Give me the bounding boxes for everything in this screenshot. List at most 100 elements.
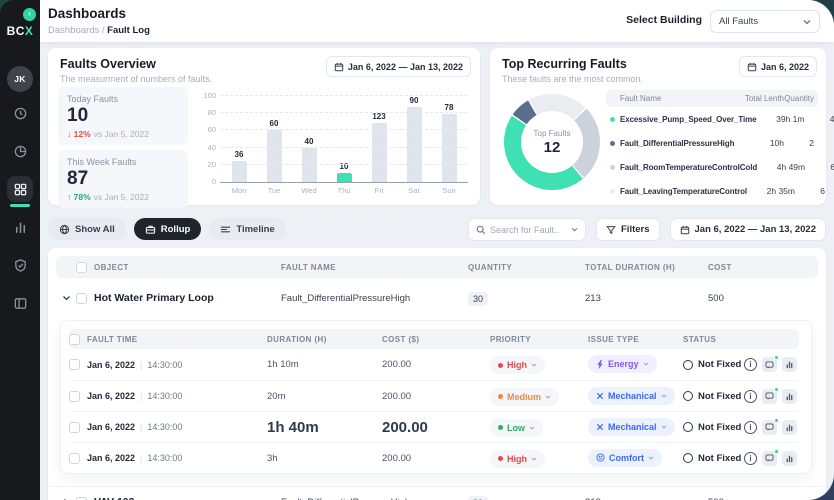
series-dot — [610, 140, 615, 146]
stat-cards: Today Faults 10 12% vs Jan 5, 2022 This … — [58, 87, 188, 208]
cost: 200.00 — [382, 452, 412, 464]
top-bar: Dashboards Dashboards / Fault Log Select… — [40, 0, 834, 42]
row-checkbox[interactable] — [69, 452, 80, 464]
building-select[interactable]: All Faults — [710, 10, 820, 33]
bar-column-Thu: 10 Thu — [331, 96, 357, 195]
recurring-row: Fault_DifferentialPressureHigh 10h 2 — [606, 131, 818, 155]
issue-type-dropdown[interactable]: Mechanical — [588, 418, 675, 436]
detail-row-3[interactable]: Jan 6, 2022 | 14:30:00 3h 200.00 High Comfort N… — [69, 442, 799, 473]
fault-row-hot-water-primary-loop[interactable]: Hot Water Primary Loop Fault_Differentia… — [56, 278, 818, 318]
info-icon[interactable]: i — [744, 389, 757, 403]
notification-dot — [774, 448, 779, 454]
series-dot — [610, 188, 615, 194]
status-radio[interactable] — [683, 391, 693, 401]
priority-dropdown[interactable]: Low — [490, 418, 543, 437]
status-cell: Not Fixed i — [683, 448, 799, 466]
detail-row-0[interactable]: Jan 6, 2022 | 14:30:00 1h 10m 200.00 High Ener… — [69, 349, 799, 380]
x-axis-label: Thu — [337, 186, 351, 195]
donut-center: Top Faults 12 — [521, 111, 583, 173]
top-faults-donut-chart: Top Faults 12 — [504, 94, 600, 190]
sliders-icon — [220, 224, 231, 235]
status-label: Not Fixed — [698, 421, 742, 433]
comment-icon[interactable] — [762, 386, 779, 404]
avatar[interactable]: JK — [7, 66, 33, 92]
sidebar-item-history[interactable] — [7, 100, 33, 126]
status-radio[interactable] — [683, 453, 693, 463]
filters-button[interactable]: Filters — [596, 218, 660, 241]
view-rollup[interactable]: Rollup — [133, 218, 202, 240]
gridline — [220, 112, 468, 114]
row-checkbox[interactable] — [76, 292, 87, 304]
series-dot — [610, 116, 615, 122]
priority-dropdown[interactable]: Medium — [490, 387, 560, 406]
y-axis-tick: 0 — [211, 177, 216, 186]
x-axis-label: Tue — [267, 186, 281, 195]
sidebar-item-security[interactable] — [7, 252, 33, 278]
comment-icon[interactable] — [762, 355, 779, 372]
info-icon[interactable]: i — [744, 451, 757, 465]
row-checkbox[interactable] — [69, 359, 80, 370]
tools-icon — [596, 423, 604, 431]
fault-row-vav-103[interactable]: VAV-103 Fault_DifferentialPressureHigh 3… — [56, 487, 818, 500]
sidebar-item-reports[interactable] — [7, 138, 33, 164]
chevron-down-icon[interactable] — [571, 227, 578, 232]
status-radio[interactable] — [683, 422, 693, 432]
view-timeline[interactable]: Timeline — [209, 218, 286, 240]
issue-type-dropdown[interactable]: Comfort — [588, 448, 662, 467]
search-input[interactable] — [490, 224, 560, 235]
sidebar-item-layout[interactable] — [7, 290, 33, 316]
select-all-checkbox[interactable] — [76, 261, 87, 273]
row-checkbox[interactable] — [69, 390, 80, 402]
chart-icon[interactable] — [782, 450, 797, 466]
faults-overview-panel: Faults Overview The measurment of number… — [48, 48, 480, 208]
info-icon[interactable]: i — [744, 420, 757, 434]
row-checkbox[interactable] — [69, 421, 80, 433]
x-axis-label: Sat — [408, 186, 420, 195]
gridline — [220, 146, 468, 148]
pie-chart-icon — [13, 144, 28, 159]
fault-time: Jan 6, 2022 | 14:30:00 — [87, 453, 183, 463]
detail-select-all-checkbox[interactable] — [69, 333, 80, 345]
table-date-range-picker[interactable]: Jan 6, 2022 — Jan 13, 2022 — [669, 218, 826, 241]
sidebar-collapse-button[interactable]: › — [23, 8, 36, 21]
briefcase-icon — [145, 224, 156, 235]
issue-type-dropdown[interactable]: Mechanical — [588, 387, 675, 405]
priority-dot — [498, 456, 503, 462]
detail-row-1[interactable]: Jan 6, 2022 | 14:30:00 20m 200.00 Medium Mecha… — [69, 380, 799, 411]
recurring-row: Fault_LeavingTemperatureControl 2h 35m 6 — [606, 179, 825, 203]
recurring-faults-table: Fault Name Total Lenth Quantity Excessiv… — [606, 90, 834, 203]
chart-icon[interactable] — [782, 419, 797, 435]
calendar-icon — [334, 62, 344, 72]
detail-row-2[interactable]: Jan 6, 2022 | 14:30:00 1h 40m 200.00 Low Mecha… — [69, 411, 799, 442]
filter-funnel-icon — [606, 225, 616, 235]
recurring-date-picker[interactable]: Jan 6, 2022 — [738, 56, 817, 77]
comment-icon[interactable] — [762, 448, 779, 466]
breadcrumb-parent[interactable]: Dashboards — [48, 25, 100, 36]
search-box[interactable] — [468, 218, 586, 241]
sidebar-item-analytics[interactable] — [7, 214, 33, 240]
row-checkbox[interactable] — [76, 496, 87, 500]
fault-detail-card: FAULT TIME DURATION (H) COST ($) PRIORIT… — [60, 320, 812, 474]
issue-type-dropdown[interactable]: Energy — [588, 355, 657, 374]
bcx-logo: BCX — [6, 24, 34, 38]
bar-chart-plot: 36 Mon 60 Tue 40 Wed 10 Thu 123 Fri 90 Sat 78 Sun 0 20… — [203, 91, 468, 195]
bolt-icon — [596, 359, 604, 369]
info-icon[interactable]: i — [744, 358, 757, 371]
chart-icon[interactable] — [782, 388, 797, 404]
duration: 1h 10m — [267, 359, 299, 370]
quantity-badge: 30 — [468, 496, 489, 500]
priority-dropdown[interactable]: High — [490, 356, 545, 375]
status-radio[interactable] — [683, 359, 693, 370]
overview-date-range-picker[interactable]: Jan 6, 2022 — Jan 13, 2022 — [325, 56, 471, 77]
fault-time: Jan 6, 2022 | 14:30:00 — [87, 391, 183, 401]
history-icon — [13, 106, 28, 121]
view-show-all[interactable]: Show All — [48, 218, 126, 240]
smile-icon — [596, 453, 605, 462]
x-axis-label: Sun — [442, 186, 456, 195]
sidebar-item-dashboards[interactable] — [7, 176, 33, 207]
comment-icon[interactable] — [762, 417, 779, 435]
chart-icon[interactable] — [782, 357, 797, 372]
collapse-row-icon[interactable] — [56, 295, 76, 301]
priority-dropdown[interactable]: High — [490, 449, 545, 468]
y-axis-tick: 60 — [207, 125, 216, 135]
